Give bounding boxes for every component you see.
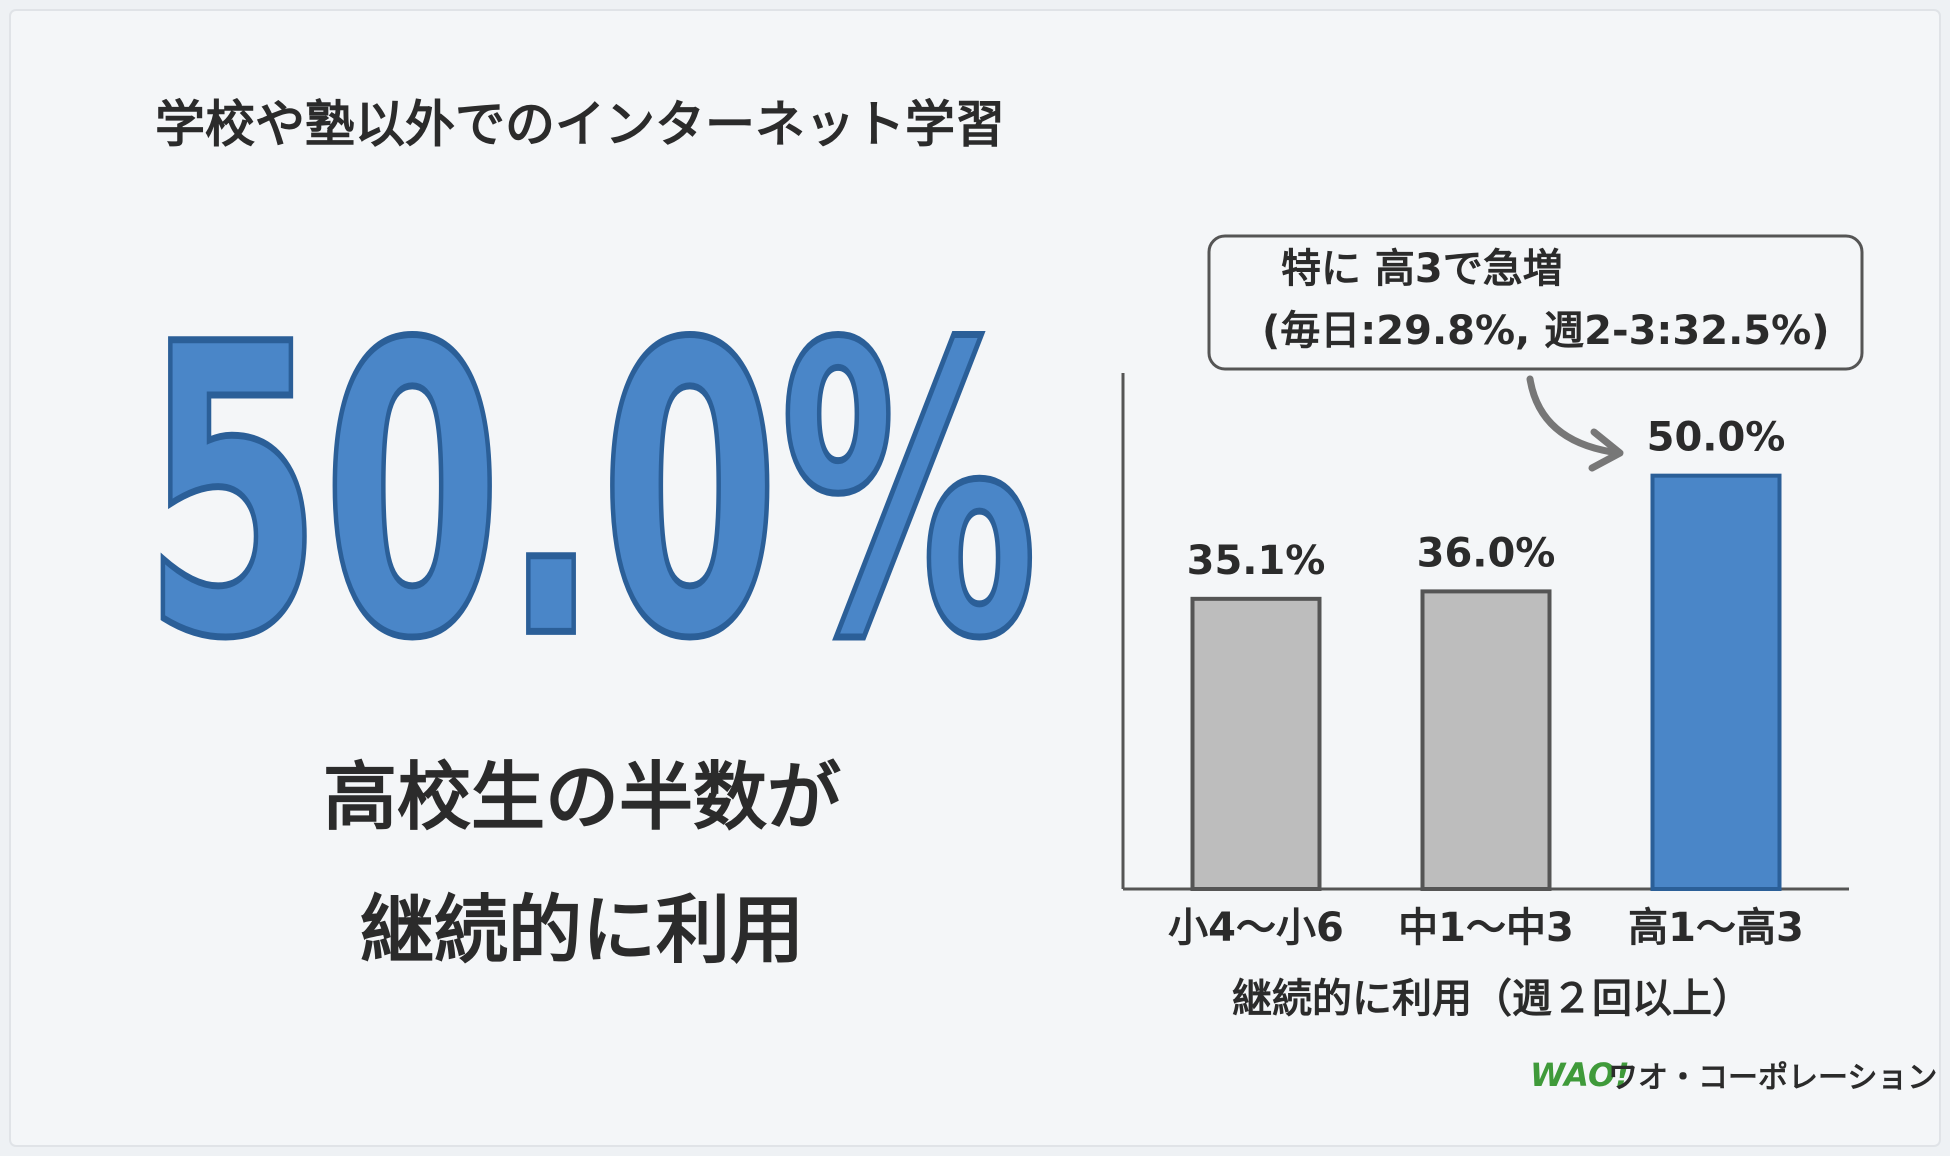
logo-mark: WAO! bbox=[1530, 1056, 1630, 1094]
title: 学校や塾以外でのインターネット学習 bbox=[155, 96, 1005, 154]
subtitle-line: 高校生の半数が bbox=[323, 755, 841, 841]
value-label: 36.0% bbox=[1417, 530, 1556, 576]
value-label: 35.1% bbox=[1187, 538, 1326, 584]
annotation: 特に 高3で急増 bbox=[1281, 246, 1563, 292]
annotation-arrowhead bbox=[1588, 428, 1624, 472]
bar bbox=[1420, 589, 1552, 892]
bar bbox=[1190, 596, 1322, 892]
x-axis-label: 継続的に利用（週２回以上） bbox=[1232, 976, 1752, 1022]
x-tick-label: 中1〜中3 bbox=[1398, 905, 1574, 951]
value-label: 50.0% bbox=[1647, 415, 1786, 461]
headline: 50.0% bbox=[143, 261, 1038, 726]
annotation-arrow bbox=[1526, 375, 1616, 456]
subtitle-line: 継続的に利用 bbox=[360, 888, 804, 974]
logo-name: ワオ・コーポレーション bbox=[1608, 1061, 1937, 1096]
x-tick-label: 小4〜小6 bbox=[1168, 905, 1344, 951]
annotation: (毎日:29.8%, 週2-3:32.5%) bbox=[1262, 308, 1829, 354]
x-tick-label: 高1〜高3 bbox=[1628, 905, 1804, 951]
bar bbox=[1650, 473, 1782, 891]
annotation-box bbox=[1207, 234, 1864, 371]
